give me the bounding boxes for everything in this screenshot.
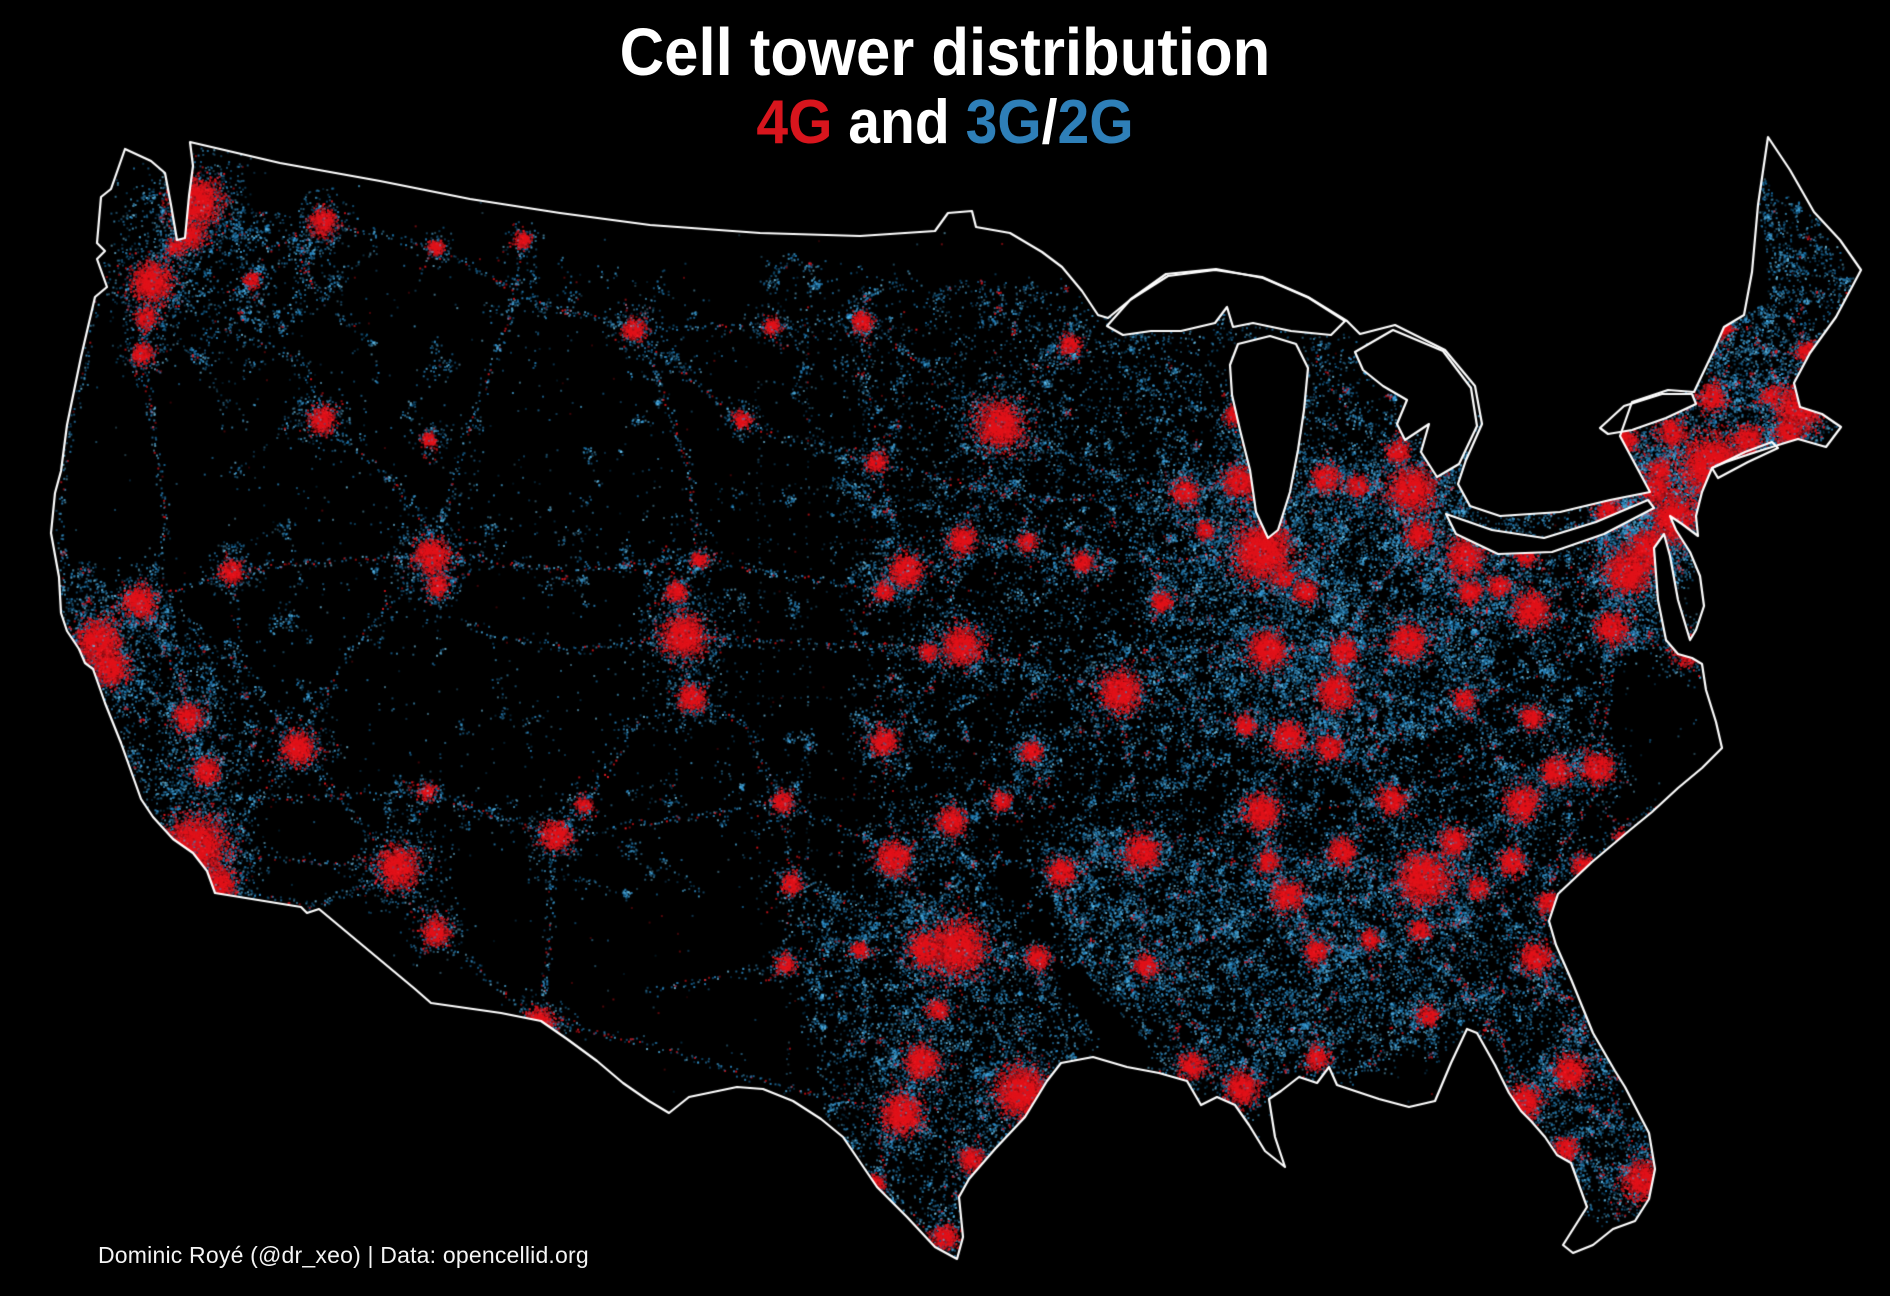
subtitle-part-4g: 4G xyxy=(756,88,833,158)
subtitle-part-slash: / xyxy=(1041,88,1058,158)
subtitle-part-and: and xyxy=(832,88,966,158)
subtitle-part-2g: 2G xyxy=(1057,88,1134,158)
map-subtitle: 4G and 3G/2G xyxy=(76,90,1815,155)
title-block: Cell tower distribution 4G and 3G/2G xyxy=(0,15,1890,155)
subtitle-part-3g: 3G xyxy=(965,88,1042,158)
page-title: Cell tower distribution xyxy=(619,15,1271,90)
credit-line: Dominic Royé (@dr_xeo) | Data: opencelli… xyxy=(98,1242,589,1268)
